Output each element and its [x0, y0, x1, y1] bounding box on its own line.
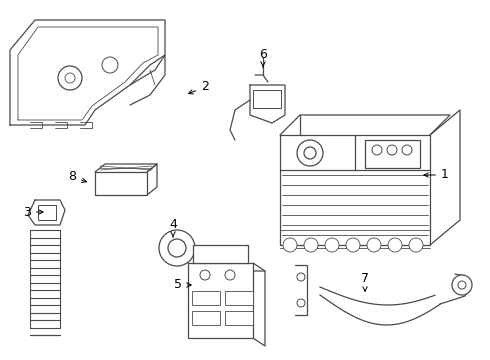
Circle shape — [402, 145, 412, 155]
Circle shape — [388, 238, 402, 252]
Bar — [193, 245, 248, 263]
Circle shape — [297, 140, 323, 166]
Circle shape — [225, 270, 235, 280]
Circle shape — [452, 275, 472, 295]
Circle shape — [387, 145, 397, 155]
Circle shape — [325, 238, 339, 252]
Circle shape — [372, 145, 382, 155]
Text: 3: 3 — [23, 206, 43, 219]
Text: 2: 2 — [189, 81, 209, 94]
Circle shape — [304, 238, 318, 252]
Circle shape — [159, 230, 195, 266]
Text: 4: 4 — [169, 219, 177, 237]
Bar — [365, 140, 420, 168]
Bar — [192, 311, 220, 325]
Circle shape — [346, 238, 360, 252]
Circle shape — [458, 281, 466, 289]
Circle shape — [168, 239, 186, 257]
Bar — [188, 263, 253, 338]
Circle shape — [200, 270, 210, 280]
Circle shape — [58, 66, 82, 90]
Circle shape — [65, 73, 75, 83]
Text: 7: 7 — [361, 271, 369, 291]
Circle shape — [409, 238, 423, 252]
Bar — [192, 291, 220, 305]
Bar — [225, 291, 253, 305]
Circle shape — [283, 238, 297, 252]
Text: 8: 8 — [68, 171, 86, 184]
Circle shape — [304, 147, 316, 159]
Circle shape — [367, 238, 381, 252]
Circle shape — [297, 273, 305, 281]
Bar — [225, 311, 253, 325]
Text: 6: 6 — [259, 49, 267, 67]
Bar — [38, 205, 56, 220]
Circle shape — [102, 57, 118, 73]
Text: 5: 5 — [174, 279, 191, 292]
Bar — [95, 172, 147, 195]
Text: 1: 1 — [424, 168, 449, 181]
Circle shape — [297, 299, 305, 307]
Bar — [253, 90, 281, 108]
